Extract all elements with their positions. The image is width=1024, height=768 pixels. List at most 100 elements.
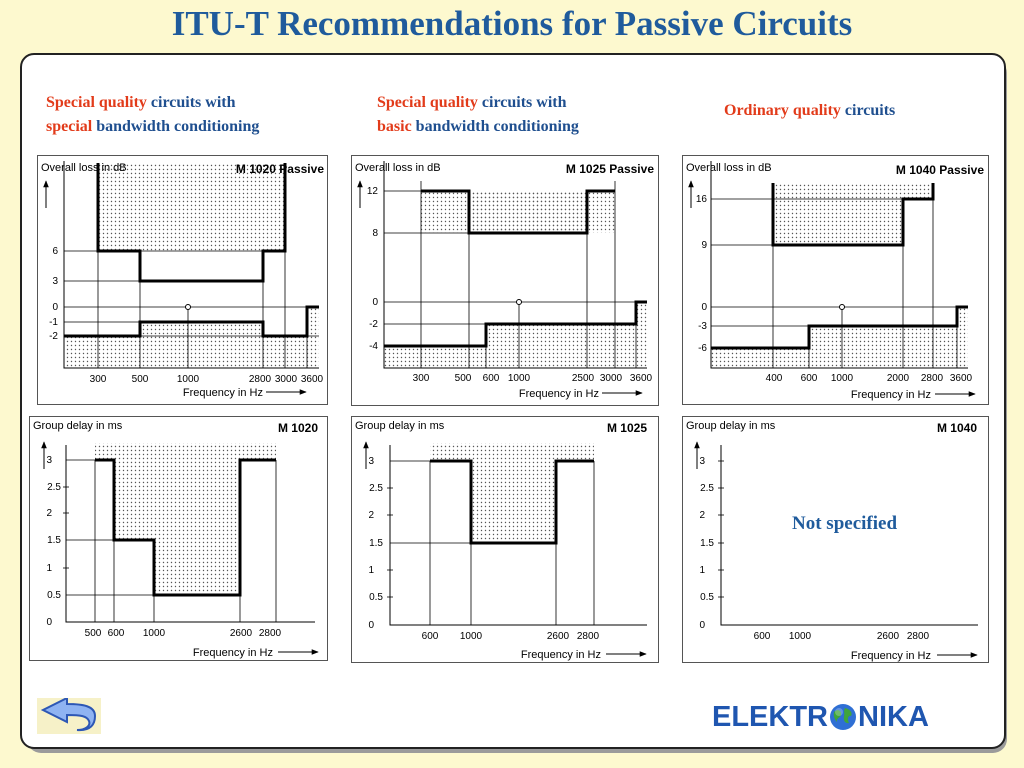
x-tick-label: 500 [455,373,472,384]
x-tick-label: 300 [413,373,430,384]
x-tick-label: 1000 [460,631,483,642]
chart-title: M 1025 Passive [566,162,654,176]
upper-limit-line [771,183,935,247]
y-tick-label: 16 [696,194,708,205]
mask-region [154,540,240,595]
y-tick-label: 2.5 [700,483,714,494]
x-tick-label: 3600 [950,373,973,384]
grid-lines [63,459,277,622]
x-tick-label: 400 [766,373,783,384]
reference-point [516,299,522,305]
x-tick-label: 3000 [275,374,298,385]
mask-region [95,443,276,460]
y-tick-label: 8 [372,228,378,239]
y-tick-label: 0 [372,297,378,308]
mask-region [307,306,319,368]
x-tick-label: 2800 [921,373,944,384]
y-axis-label: Overall loss in dB [355,162,441,174]
caption-text: circuits with [146,94,236,111]
x-tick-label: 2000 [887,373,910,384]
y-tick-label: 3 [52,276,58,287]
tick-marks [718,460,724,598]
group-delay-limit-line [95,458,276,597]
caption-highlight: basic [377,118,412,135]
x-tick-label: 1000 [143,628,166,639]
x-tick-label: 600 [801,373,818,384]
y-tick-label: 0.5 [369,592,383,603]
caption-line: basic bandwidth conditioning [377,115,579,139]
reference-point [185,304,191,310]
caption-highlight: Special quality [377,94,478,111]
y-tick-label: 2 [699,510,705,521]
mask-region [384,346,636,368]
reference-point [839,304,845,310]
mask-region [469,191,587,233]
back-button[interactable] [37,696,101,734]
mask-region [773,199,903,245]
axes [720,445,978,626]
x-tick-label: 2500 [572,373,595,384]
x-tick-label: 2600 [877,631,900,642]
caption-line: Special quality circuits with [46,91,259,115]
x-tick-label: 2800 [259,628,282,639]
mask-gap [140,251,263,281]
x-axis-label: Frequency in Hz [193,647,273,659]
y-axis-label: Overall loss in dB [41,162,127,174]
y-tick-label: -2 [369,319,378,330]
chart-m1025-delay: Group delay in ms M 1025 Frequency in Hz… [351,416,659,663]
caption-line: Special quality circuits with [377,91,579,115]
lower-limit-line [711,305,968,350]
x-tick-label: 600 [108,628,125,639]
x-tick-label: 2600 [230,628,253,639]
y-tick-label: -3 [698,321,707,332]
x-tick-label: 2600 [547,631,570,642]
y-tick-label: 3 [46,455,52,466]
x-tick-label: 2800 [907,631,930,642]
y-tick-label: -6 [698,343,707,354]
x-tick-label: 500 [85,628,102,639]
chart-title: M 1025 [607,421,647,435]
mask-region [957,307,968,368]
y-axis-label: Group delay in ms [686,420,776,432]
logo-text-left: ELEKTR [712,700,828,733]
chart-m1040-delay: Group delay in ms M 1040 Frequency in Hz… [682,416,989,663]
y-axis-label: Overall loss in dB [686,162,772,174]
x-axis-label: Frequency in Hz [183,387,263,399]
x-axis-label: Frequency in Hz [851,650,931,662]
axes [389,445,647,626]
mask-region [471,461,556,543]
upper-limit-line [421,189,615,235]
y-tick-label: 1.5 [47,535,61,546]
mask-region [486,324,636,346]
y-tick-label: 1 [46,563,52,574]
mask-region [140,322,263,336]
chart-m1020-loss: Overall loss in dB M 1020 Passive Freque… [37,155,328,405]
page-title: ITU-T Recommendations for Passive Circui… [171,4,853,43]
mask-region [98,163,285,251]
y-tick-label: 2.5 [47,482,61,493]
x-tick-label: 3600 [630,373,653,384]
caption-text: bandwidth conditioning [411,118,579,135]
caption-highlight: Ordinary quality [724,102,841,119]
y-tick-label: 1 [368,565,374,576]
caption-text: circuits with [477,94,567,111]
y-tick-label: 0 [52,302,58,313]
x-axis-label: Frequency in Hz [521,649,601,661]
y-tick-label: 3 [368,456,374,467]
chart-title: M 1040 Passive [896,163,984,177]
caption-highlight: special [46,118,93,135]
mask-region [773,183,933,199]
not-specified-note: Not specified [792,513,898,534]
grid-lines [387,460,595,625]
grid-lines [384,181,637,368]
y-tick-label: 0 [46,617,52,628]
mask-region [711,348,957,368]
x-tick-label: 1000 [508,373,531,384]
x-axis-label: Frequency in Hz [851,389,931,401]
x-tick-label: 3000 [600,373,623,384]
x-tick-label: 600 [422,631,439,642]
caption-m1040: Ordinary quality circuits [724,99,895,123]
chart-m1040-loss: Overall loss in dB M 1040 Passive Freque… [682,155,989,405]
y-tick-label: 2 [368,510,374,521]
y-tick-label: 6 [52,246,58,257]
